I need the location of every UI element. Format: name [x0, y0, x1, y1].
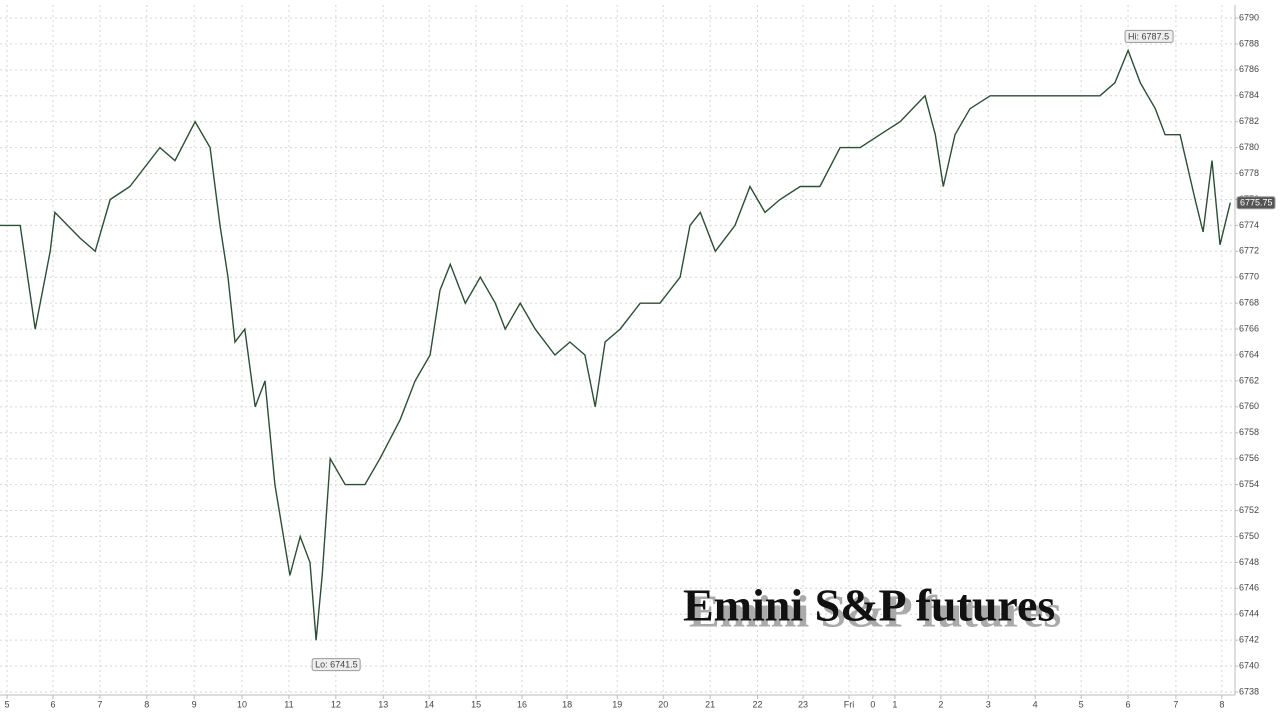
x-tick-label: 4 [1033, 699, 1038, 709]
x-tick-label: 8 [1219, 699, 1224, 709]
x-tick-label: 6 [1126, 699, 1131, 709]
y-tick-label: 6746 [1239, 583, 1259, 593]
x-tick-label: 15 [471, 699, 481, 709]
x-tick-label: Fri [844, 699, 855, 709]
y-tick-label: 6770 [1239, 272, 1259, 282]
y-tick-label: 6740 [1239, 660, 1259, 670]
y-tick-label: 6782 [1239, 116, 1259, 126]
y-tick-label: 6778 [1239, 168, 1259, 178]
y-tick-label: 6766 [1239, 323, 1259, 333]
annotation-box [311, 658, 361, 672]
grid [0, 5, 1235, 695]
y-tick-label: 6756 [1239, 453, 1259, 463]
annotation: Hi: 6787.5 [1128, 31, 1169, 41]
y-tick-label: 6758 [1239, 427, 1259, 437]
x-tick-label: 0 [870, 699, 875, 709]
x-tick-label: 10 [237, 699, 247, 709]
y-tick-label: 6786 [1239, 64, 1259, 74]
x-tick-label: 20 [658, 699, 668, 709]
y-tick-label: 6744 [1239, 609, 1259, 619]
x-tick-label: 6 [50, 699, 55, 709]
chart-title: Emini S&P futures [683, 580, 1055, 631]
annotation: Lo: 6741.5 [315, 660, 358, 670]
x-tick-label: 23 [798, 699, 808, 709]
y-tick-label: 6788 [1239, 38, 1259, 48]
x-tick-label: 2 [938, 699, 943, 709]
x-tick-label: 7 [1173, 699, 1178, 709]
y-tick-label: 6784 [1239, 90, 1259, 100]
annotation: 6775.75 [1240, 198, 1273, 208]
y-tick-label: 6742 [1239, 635, 1259, 645]
x-tick-label: 5 [5, 699, 10, 709]
y-tick-label: 6762 [1239, 375, 1259, 385]
x-tick-label: 8 [144, 699, 149, 709]
x-tick-label: 18 [562, 699, 572, 709]
x-tick-label: 7 [97, 699, 102, 709]
x-tick-label: 22 [753, 699, 763, 709]
y-tick-label: 6774 [1239, 220, 1259, 230]
x-tick-label: 14 [424, 699, 434, 709]
x-tick-label: 13 [378, 699, 388, 709]
y-tick-label: 6760 [1239, 401, 1259, 411]
x-tick-label: 3 [986, 699, 991, 709]
x-tick-label: 19 [612, 699, 622, 709]
annotation-box [1236, 196, 1276, 210]
plot [0, 48, 1231, 641]
y-tick-label: 6790 [1239, 12, 1259, 22]
x-tick-label: 16 [517, 699, 527, 709]
y-tick-label: 6764 [1239, 349, 1259, 359]
y-tick-label: 6738 [1239, 686, 1259, 696]
y-tick-label: 6772 [1239, 246, 1259, 256]
x-tick-label: 5 [1079, 699, 1084, 709]
y-tick-label: 6754 [1239, 479, 1259, 489]
title-shadow: Emini S&P futures [689, 586, 1061, 637]
y-tick-label: 6752 [1239, 505, 1259, 515]
x-tick-label: 1 [892, 699, 897, 709]
x-tick-label: 21 [705, 699, 715, 709]
price-line [0, 48, 1231, 641]
annotation-box [1124, 29, 1174, 43]
labels: 6738674067426744674667486750675267546756… [5, 12, 1276, 709]
y-tick-label: 6748 [1239, 557, 1259, 567]
y-tick-label: 6768 [1239, 298, 1259, 308]
x-tick-label: 12 [331, 699, 341, 709]
x-tick-label: 9 [192, 699, 197, 709]
x-tick-label: 11 [284, 699, 293, 709]
y-tick-label: 6750 [1239, 531, 1259, 541]
y-tick-label: 6780 [1239, 142, 1259, 152]
